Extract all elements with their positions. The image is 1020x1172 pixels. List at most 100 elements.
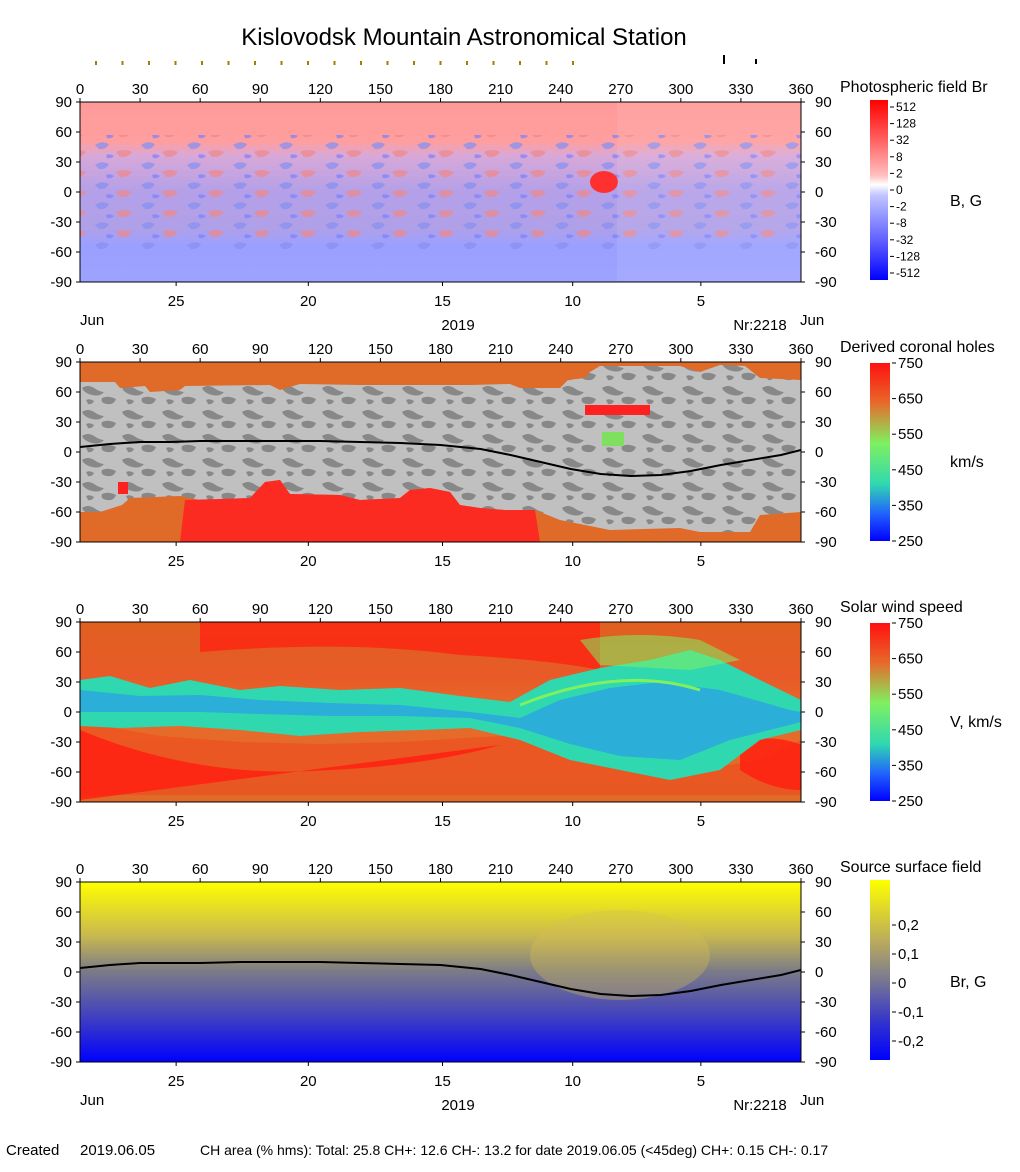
rotation-marker [307, 61, 309, 65]
colorbar-tick-label: 350 [898, 497, 923, 514]
colorbar-tick-label: -8 [896, 216, 907, 230]
day-tick-label: 20 [300, 1073, 317, 1090]
day-tick-label: 25 [168, 813, 185, 830]
lon-tick-label: 0 [76, 81, 84, 98]
colorbar-tick-label: 550 [898, 686, 923, 703]
lat-tick-label-right: 60 [815, 124, 832, 141]
lat-tick-label-right: 60 [815, 904, 832, 921]
lon-tick-label: 60 [192, 861, 209, 878]
lat-tick-label-left: -90 [50, 794, 72, 811]
rotation-marker [386, 61, 389, 65]
chart-title: Kislovodsk Mountain Astronomical Station [241, 24, 687, 51]
lon-tick-label: 270 [608, 861, 633, 878]
lat-tick-label-right: -90 [815, 534, 837, 551]
lon-tick-label: 360 [788, 601, 813, 618]
colorbar-4 [870, 880, 890, 1060]
lon-tick-label: 180 [428, 601, 453, 618]
lon-tick-label: 360 [788, 341, 813, 358]
colorbar-tick-label: 512 [896, 100, 916, 114]
lat-tick-label-left: -60 [50, 504, 72, 521]
lat-tick-label-left: 90 [55, 354, 72, 371]
month-label-right: Jun [800, 312, 824, 329]
lon-tick-label: 90 [252, 601, 269, 618]
lon-tick-label: 330 [728, 81, 753, 98]
lat-tick-label-right: -30 [815, 994, 837, 1011]
colorbar-tick-label: -0,2 [898, 1033, 924, 1050]
colorbar-unit-2: km/s [950, 454, 984, 471]
rotation-label-bottom: Nr:2218 [733, 1097, 786, 1114]
lon-tick-label: 30 [132, 81, 149, 98]
rotation-marker [519, 61, 521, 65]
colorbar-tick-label: 550 [898, 426, 923, 443]
day-tick-label: 10 [564, 293, 581, 310]
rotation-marker [333, 61, 336, 65]
lon-tick-label: 30 [132, 341, 149, 358]
lon-tick-label: 90 [252, 341, 269, 358]
lat-tick-label-right: 0 [815, 444, 823, 461]
panel-title-2: Derived coronal holes [840, 339, 995, 356]
lat-tick-label-right: 0 [815, 704, 823, 721]
rotation-marker [466, 61, 468, 65]
colorbar-tick-label: 0 [896, 183, 903, 197]
lon-tick-label: 330 [728, 341, 753, 358]
lon-tick-label: 0 [76, 861, 84, 878]
colorbar-tick-label: 750 [898, 355, 923, 372]
rotation-marker [492, 61, 495, 65]
created-date: 2019.06.05 [80, 1142, 156, 1159]
lat-tick-label-right: -90 [815, 794, 837, 811]
day-tick-label: 15 [434, 293, 451, 310]
lon-tick-label: 210 [488, 861, 513, 878]
rotation-marker [413, 61, 415, 65]
lat-tick-label-left: 90 [55, 614, 72, 631]
lat-tick-label-right: 30 [815, 154, 832, 171]
day-tick-label: 20 [300, 553, 317, 570]
day-tick-label: 25 [168, 293, 185, 310]
lon-tick-label: 330 [728, 601, 753, 618]
panel-title-3: Solar wind speed [840, 599, 963, 616]
lat-tick-label-right: 60 [815, 384, 832, 401]
day-tick-label: 20 [300, 813, 317, 830]
lon-tick-label: 300 [668, 601, 693, 618]
day-tick-label: 5 [697, 813, 705, 830]
created-label: Created [6, 1142, 60, 1159]
lon-tick-label: 120 [308, 341, 333, 358]
rotation-markers [95, 55, 757, 65]
rotation-marker [201, 61, 203, 65]
lat-tick-label-right: -90 [815, 1054, 837, 1071]
lat-tick-label-right: -30 [815, 734, 837, 751]
lat-tick-label-right: 90 [815, 614, 832, 631]
lat-tick-label-right: -90 [815, 274, 837, 291]
lon-tick-label: 270 [608, 601, 633, 618]
lon-tick-label: 240 [548, 601, 573, 618]
lon-tick-label: 60 [192, 81, 209, 98]
neutral-line-source [80, 961, 801, 998]
lat-tick-label-right: 60 [815, 644, 832, 661]
colorbar-tick-label: -512 [896, 266, 920, 280]
lat-tick-label-right: 30 [815, 414, 832, 431]
rotation-marker [148, 61, 150, 65]
lon-tick-label: 150 [368, 81, 393, 98]
lon-tick-label: 30 [132, 601, 149, 618]
lat-tick-label-left: 30 [55, 414, 72, 431]
colorbar-tick-label: 32 [896, 133, 910, 147]
lat-tick-label-left: 0 [64, 184, 72, 201]
day-tick-label: 15 [434, 813, 451, 830]
rotation-marker [439, 61, 442, 65]
lat-tick-label-left: -30 [50, 994, 72, 1011]
colorbar-unit-1: B, G [950, 193, 982, 210]
colorbar-tick-label: 250 [898, 793, 923, 810]
rotation-marker [280, 61, 283, 65]
lat-tick-label-left: -30 [50, 214, 72, 231]
day-tick-label: 10 [564, 813, 581, 830]
lon-tick-label: 150 [368, 601, 393, 618]
lat-tick-label-right: -30 [815, 474, 837, 491]
lon-tick-label: 180 [428, 861, 453, 878]
rotation-marker [572, 61, 574, 65]
lon-tick-label: 60 [192, 341, 209, 358]
rotation-marker [545, 61, 548, 65]
colorbar-unit-3: V, km/s [950, 714, 1002, 731]
lon-tick-label: 180 [428, 81, 453, 98]
lat-tick-label-left: 0 [64, 444, 72, 461]
